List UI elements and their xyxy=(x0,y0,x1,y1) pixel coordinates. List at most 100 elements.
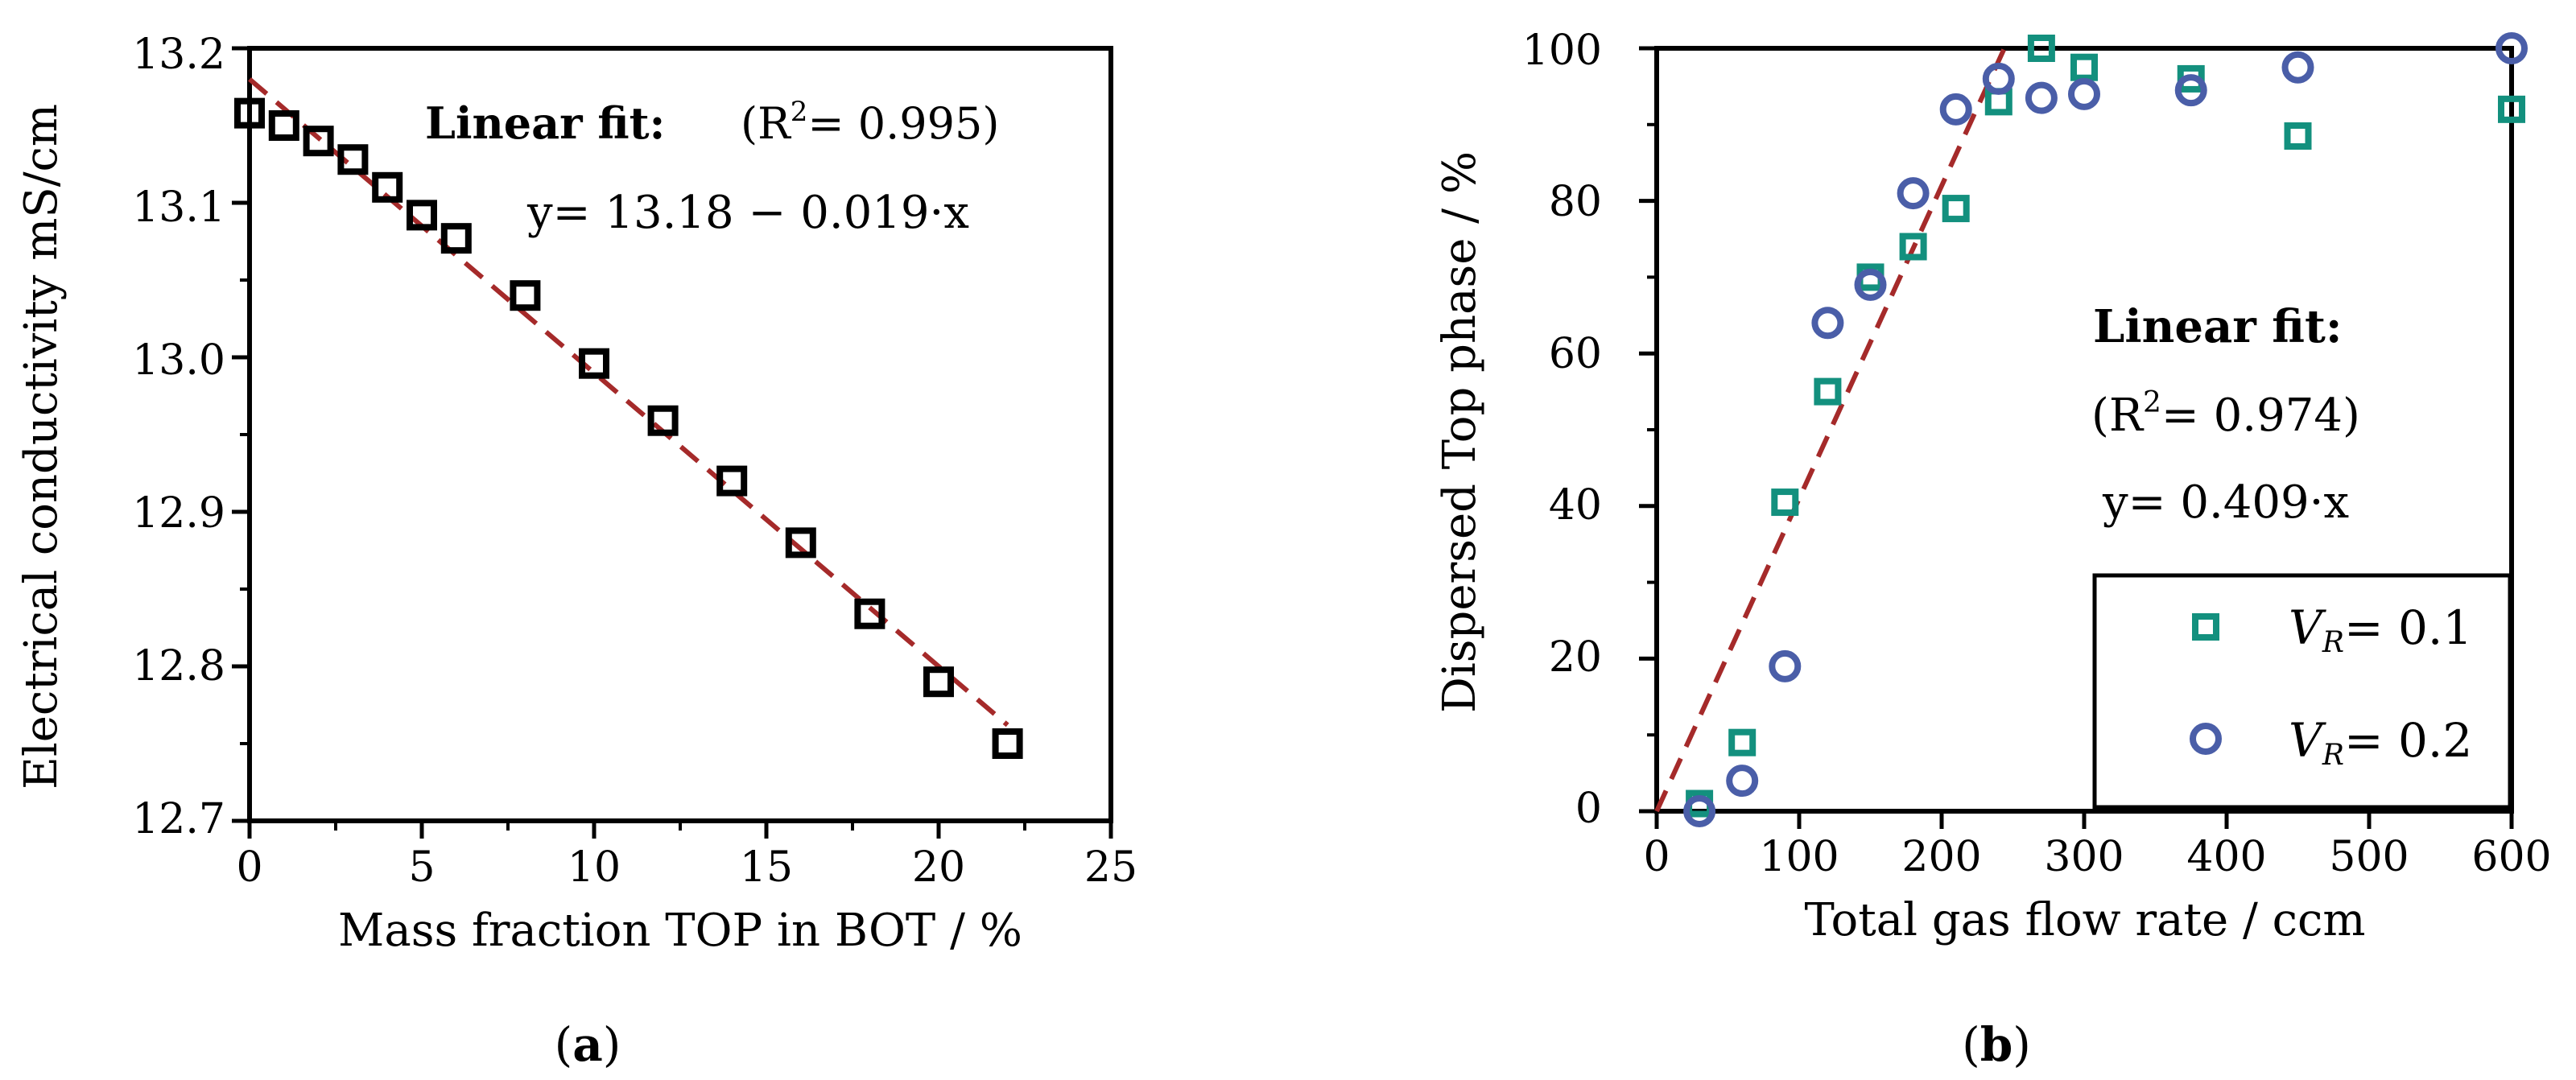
panel-a: 12.7 12.8 12.9 13.0 13.1 13.2 0 5 10 15 … xyxy=(15,31,1137,1072)
panel-b-x-ticks: 0 100 200 300 400 500 600 xyxy=(1643,833,2551,881)
panel-b-series-0-point xyxy=(2027,35,2055,62)
panel-a-fit-title: Linear fit: xyxy=(425,97,665,149)
panel-b-marks xyxy=(1639,32,2528,829)
panel-b-legend-value-0: = 0.1 xyxy=(2344,600,2472,655)
panel-a-y-tick-label: 12.8 xyxy=(132,642,225,690)
panel-b-fit-r2-sup: 2 xyxy=(2143,386,2161,419)
panel-a-y-tick-label: 12.9 xyxy=(132,489,225,538)
panel-b-legend-entry-0: VR= 0.1 xyxy=(2289,600,2472,659)
panel-a-series-0-point xyxy=(407,200,437,231)
panel-b-x-tick-label: 600 xyxy=(2471,833,2551,881)
panel-a-fit-r2-sup: 2 xyxy=(791,96,808,128)
panel-b-legend-swatch-square xyxy=(2192,613,2219,641)
panel-b-fit-title: Linear fit: xyxy=(2093,300,2343,353)
panel-b-fit-equation: y= 0.409·x xyxy=(2102,476,2349,529)
panel-b-series-1-point xyxy=(1683,795,1716,827)
panel-a-series-0-point xyxy=(579,348,609,379)
panel-b-x-tick-label: 400 xyxy=(2186,833,2266,881)
panel-b-legend-box xyxy=(2092,573,2512,810)
panel-b-x-tick-label: 500 xyxy=(2329,833,2409,881)
panel-b-x-tick-label: 100 xyxy=(1759,833,1839,881)
panel-a-fit-r2-open: (R xyxy=(741,98,791,149)
panel-b-fit-r2-open: (R xyxy=(2091,390,2145,442)
panel-b-legend-entry-1: VR= 0.2 xyxy=(2289,713,2472,772)
panel-b-series-1-point xyxy=(2281,51,2314,84)
panel-b-x-tick-label: 300 xyxy=(2044,833,2124,881)
panel-a-series-0-point xyxy=(268,110,299,141)
panel-b-label-letter: b xyxy=(1980,1017,2013,1072)
panel-a-y-tick-label: 13.1 xyxy=(132,183,225,232)
panel-a-series-0-point xyxy=(234,97,265,129)
panel-b-legend: VR= 0.1 VR= 0.2 xyxy=(2092,573,2512,810)
panel-b-y-tick-label: 0 xyxy=(1575,785,1602,833)
panel-b-fit-r2: (R2= 0.974) xyxy=(2091,386,2360,442)
panel-b-label-open: ( xyxy=(1962,1017,1980,1072)
panel-b-series-1-point xyxy=(1726,765,1759,798)
panel-b-y-tick-label: 80 xyxy=(1549,178,1602,226)
panel-a-x-tick-label: 15 xyxy=(740,843,793,892)
panel-b-legend-var-0: V xyxy=(2289,600,2326,655)
panel-b-series-1-point xyxy=(1854,268,1887,301)
panel-b-series-1-point xyxy=(1897,177,1930,210)
panel-a-x-tick-label: 5 xyxy=(408,843,435,892)
panel-a-x-tick-label: 20 xyxy=(912,843,965,892)
panel-b-series-1-point xyxy=(2496,32,2528,64)
panel-a-series-0-point xyxy=(337,144,369,175)
panel-b-series-0-point xyxy=(1814,377,1842,406)
panel-a-series-0-point xyxy=(992,728,1023,759)
panel-a-x-axis-label: Mass fraction TOP in BOT / % xyxy=(338,905,1022,957)
panel-a-label-open: ( xyxy=(555,1017,573,1072)
panel-a-series-0-point xyxy=(372,171,403,203)
panel-b-series-1-point xyxy=(1811,307,1844,340)
panel-a-annotation: Linear fit: (R2= 0.995) y= 13.18 − 0.019… xyxy=(425,96,999,239)
panel-a-series-0-point xyxy=(785,527,816,559)
panel-b-y-tick-label: 40 xyxy=(1549,481,1602,530)
panel-a-fit-r2-close: = 0.995) xyxy=(807,98,999,149)
panel-a-x-tick-label: 25 xyxy=(1084,843,1137,892)
panel-a-x-tick-label: 0 xyxy=(236,843,262,892)
panel-b-y-tick-label: 20 xyxy=(1549,633,1602,682)
panel-b-annotation: Linear fit: (R2= 0.974) y= 0.409·x xyxy=(2091,300,2360,529)
panel-b-x-tick-label: 200 xyxy=(1901,833,1981,881)
panel-a-label-letter: a xyxy=(572,1017,603,1072)
panel-b-series-0-point xyxy=(1771,488,1799,517)
panel-a-series-0-point xyxy=(303,126,334,157)
panel-b-y-ticks: 0 20 40 60 80 100 xyxy=(1522,27,1602,833)
panel-b-series-1-point xyxy=(2025,81,2058,114)
panel-a-label: (a) xyxy=(555,1017,621,1072)
panel-b-series-1-point xyxy=(2174,74,2207,107)
panel-b-label: (b) xyxy=(1962,1017,2031,1072)
panel-b-y-tick-label: 100 xyxy=(1522,27,1602,75)
panel-a-fit-r2: (R2= 0.995) xyxy=(741,96,999,149)
panel-b-y-tick-label: 60 xyxy=(1549,330,1602,378)
panel-a-series-0-point xyxy=(716,465,748,497)
panel-a-marks xyxy=(232,46,1113,839)
panel-b-fit-r2-close: = 0.974) xyxy=(2161,390,2360,442)
panel-a-series-0-point xyxy=(440,223,472,254)
panel-b-series-1-point xyxy=(1982,62,2015,95)
panel-b-fit-line xyxy=(1654,47,2007,813)
panel-b-y-axis-label: Dispersed Top phase / % xyxy=(1434,151,1486,713)
panel-b-legend-var-1: V xyxy=(2289,713,2326,768)
panel-b: 0 20 40 60 80 100 0 100 200 300 400 500 … xyxy=(1434,27,2552,1072)
panel-b-x-tick-label: 0 xyxy=(1643,833,1670,881)
panel-b-legend-sub-0: R xyxy=(2322,626,2344,659)
panel-a-y-tick-label: 13.2 xyxy=(132,31,225,79)
panel-a-series-0-point xyxy=(510,280,541,311)
panel-a-y-tick-label: 12.7 xyxy=(132,795,225,843)
panel-b-x-axis-label: Total gas flow rate / ccm xyxy=(1805,894,2366,946)
panel-a-fit-line xyxy=(248,77,1009,728)
panel-a-y-axis-label: Electrical conductivity mS/cm xyxy=(15,104,68,789)
panel-b-series-1-point xyxy=(1769,649,1802,682)
panel-b-series-0-point xyxy=(1728,728,1757,756)
panel-a-y-ticks: 12.7 12.8 12.9 13.0 13.1 13.2 xyxy=(132,31,225,843)
panel-b-legend-sub-1: R xyxy=(2322,739,2344,772)
panel-a-series-0-point xyxy=(854,598,886,629)
panel-a-x-ticks: 0 5 10 15 20 25 xyxy=(236,843,1137,892)
panel-b-series-0-point xyxy=(2284,122,2312,150)
panel-a-fit-equation: y= 13.18 − 0.019·x xyxy=(526,187,969,239)
panel-b-series-1-point xyxy=(1939,93,1972,126)
panel-a-series-0-point xyxy=(647,405,679,436)
